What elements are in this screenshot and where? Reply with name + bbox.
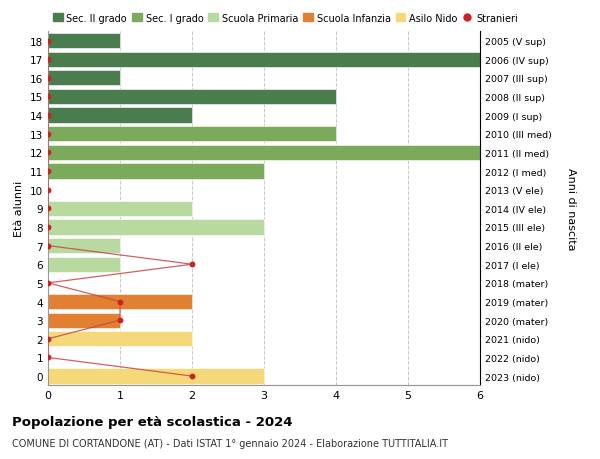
Bar	[48, 257, 480, 272]
Point	[43, 38, 53, 45]
Bar	[48, 238, 120, 254]
Bar	[48, 108, 192, 123]
Point	[43, 354, 53, 361]
Bar	[48, 90, 336, 105]
Point	[43, 205, 53, 213]
Y-axis label: Anni di nascita: Anni di nascita	[566, 168, 575, 250]
Point	[43, 94, 53, 101]
Legend: Sec. II grado, Sec. I grado, Scuola Primaria, Scuola Infanzia, Asilo Nido, Stran: Sec. II grado, Sec. I grado, Scuola Prim…	[53, 14, 518, 24]
Point	[43, 242, 53, 250]
Point	[43, 168, 53, 175]
Bar	[48, 294, 192, 309]
Point	[115, 317, 125, 324]
Text: COMUNE DI CORTANDONE (AT) - Dati ISTAT 1° gennaio 2024 - Elaborazione TUTTITALIA: COMUNE DI CORTANDONE (AT) - Dati ISTAT 1…	[12, 438, 448, 448]
Point	[43, 131, 53, 138]
Bar	[48, 220, 264, 235]
Bar	[48, 52, 480, 67]
Bar	[48, 71, 120, 86]
Point	[43, 280, 53, 287]
Bar	[48, 146, 480, 161]
Text: Popolazione per età scolastica - 2024: Popolazione per età scolastica - 2024	[12, 415, 293, 428]
Point	[187, 261, 197, 269]
Bar	[48, 331, 480, 347]
Y-axis label: Età alunni: Età alunni	[14, 181, 25, 237]
Bar	[48, 294, 480, 309]
Bar	[48, 331, 192, 347]
Bar	[48, 183, 480, 198]
Bar	[48, 34, 480, 49]
Bar	[48, 108, 480, 123]
Bar	[48, 127, 336, 142]
Point	[43, 336, 53, 343]
Bar	[48, 71, 480, 86]
Bar	[48, 369, 480, 384]
Point	[187, 373, 197, 380]
Bar	[48, 257, 120, 272]
Point	[115, 298, 125, 306]
Bar	[48, 201, 192, 217]
Point	[43, 112, 53, 119]
Bar	[48, 313, 120, 328]
Bar	[48, 146, 480, 161]
Point	[43, 149, 53, 157]
Point	[43, 186, 53, 194]
Bar	[48, 369, 264, 384]
Bar	[48, 164, 264, 179]
Point	[43, 75, 53, 82]
Point	[43, 224, 53, 231]
Point	[43, 56, 53, 64]
Bar	[48, 34, 120, 49]
Bar	[48, 220, 480, 235]
